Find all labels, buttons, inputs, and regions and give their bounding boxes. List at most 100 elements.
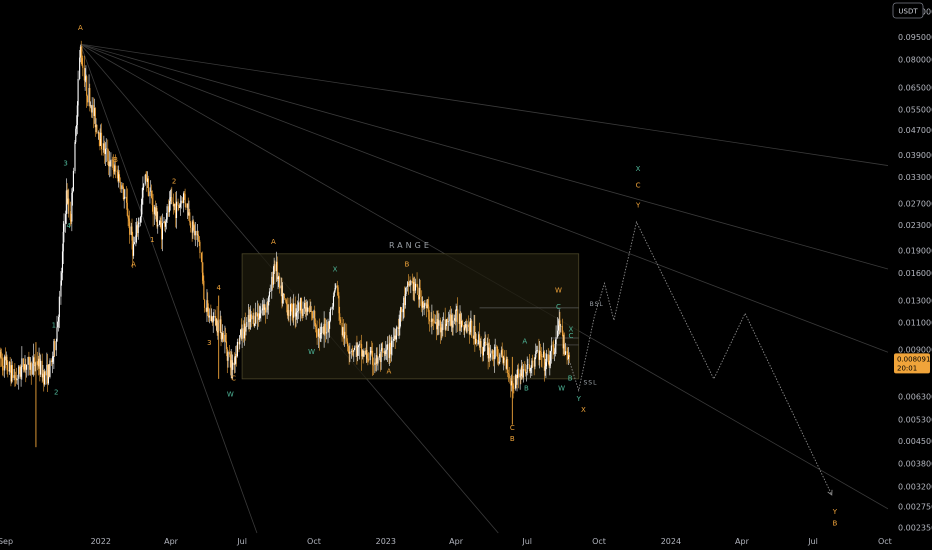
candle-body — [84, 79, 86, 81]
candle-body — [123, 197, 125, 200]
candle-body — [304, 302, 306, 312]
candle-body — [372, 364, 374, 366]
currency-button[interactable]: USDT — [892, 2, 924, 19]
candle-body — [261, 308, 263, 311]
candle-body — [341, 322, 343, 336]
candle-body — [185, 203, 187, 208]
candle-body — [535, 351, 537, 358]
candle-body — [412, 282, 414, 291]
candle-body — [362, 350, 364, 357]
candle-body — [166, 206, 168, 220]
candle-body — [464, 324, 467, 328]
candle-body — [9, 361, 11, 371]
candle-body — [110, 159, 112, 167]
candle-body — [536, 350, 538, 351]
candle-body — [184, 194, 186, 204]
candle-body — [455, 309, 457, 322]
candle-body — [278, 276, 280, 278]
candle-body — [238, 341, 240, 345]
candle-body — [211, 316, 213, 323]
candle-body — [111, 159, 114, 161]
candle-body — [293, 303, 295, 318]
candle-body — [453, 318, 456, 321]
candle-body — [450, 315, 452, 326]
wave-label: SSL — [583, 380, 597, 387]
candle-body — [281, 285, 283, 304]
candle-body — [81, 58, 83, 66]
candle-body — [20, 367, 22, 377]
candle-body — [540, 352, 542, 357]
candle-body — [332, 295, 335, 307]
candle-body — [319, 333, 321, 339]
candle-body — [104, 149, 106, 155]
candle-body — [410, 281, 412, 285]
candle-body — [150, 190, 153, 198]
candle-body — [395, 335, 397, 340]
candle-countdown: 20:01 — [897, 364, 917, 372]
x-axis[interactable]: Sep 2022 Apr Jul Oct 2023 Apr Jul Oct 2024 Apr Jul O… — [0, 537, 892, 546]
candle-body — [276, 261, 278, 279]
candle-body — [220, 319, 222, 340]
candle-body — [446, 318, 449, 322]
candle-body — [314, 310, 316, 323]
candle-body — [215, 318, 217, 326]
candle-body — [559, 320, 561, 326]
candle-body — [43, 373, 45, 385]
wave-label: 3 — [63, 160, 67, 168]
candle-body — [461, 320, 463, 328]
candle-body — [0, 351, 2, 358]
annotation-layer: A3412BA1243CWAXWBAABCBWCXCBWYXXCYYBBSLSS… — [52, 24, 838, 527]
candle-body — [136, 225, 138, 236]
candle-body — [138, 222, 140, 224]
x-tick-label: Oct — [878, 537, 892, 546]
projection-layer — [569, 220, 833, 496]
candle-body — [402, 309, 404, 313]
candle-body — [355, 345, 357, 348]
candle-body — [397, 326, 399, 329]
candle-body — [232, 362, 234, 370]
candle-body — [14, 375, 16, 378]
candle-body — [382, 348, 384, 353]
candle-body — [88, 88, 90, 103]
candle-body — [229, 354, 231, 368]
x-tick-label: Jul — [807, 537, 818, 546]
candle-body — [253, 315, 255, 326]
candle-body — [527, 364, 529, 366]
candle-body — [356, 345, 358, 356]
candle-body — [141, 197, 143, 205]
candle-body — [315, 326, 317, 330]
candle-body — [499, 354, 501, 363]
current-price-tag: 0.008091 20:01 — [894, 353, 930, 374]
candle-body — [22, 358, 24, 370]
candle-body — [132, 240, 134, 256]
candle-body — [431, 318, 433, 322]
wave-label: 2 — [172, 177, 176, 185]
candle-body — [130, 226, 132, 235]
x-tick-label: 2022 — [91, 537, 111, 546]
candle-body — [30, 362, 32, 375]
candle-body — [446, 318, 448, 324]
candle-body — [333, 291, 335, 296]
candle-body — [452, 320, 454, 328]
candle-body — [213, 316, 215, 318]
candle-body — [511, 381, 513, 386]
candle-body — [421, 301, 424, 308]
candle-body — [226, 348, 228, 361]
candle-body — [308, 307, 310, 312]
candle-body — [147, 178, 149, 182]
x-tick-label: 2023 — [376, 537, 396, 546]
candle-body — [553, 346, 555, 354]
candle-body — [103, 143, 105, 150]
candle-body — [156, 208, 158, 227]
candle-body — [426, 304, 428, 308]
candle-body — [417, 286, 419, 295]
candle-body — [516, 374, 518, 385]
candle-body — [492, 350, 494, 355]
candle-body — [360, 343, 362, 345]
candle-body — [71, 192, 73, 222]
candle-body — [377, 357, 379, 364]
candle-body — [171, 197, 173, 203]
candle-body — [174, 203, 176, 206]
